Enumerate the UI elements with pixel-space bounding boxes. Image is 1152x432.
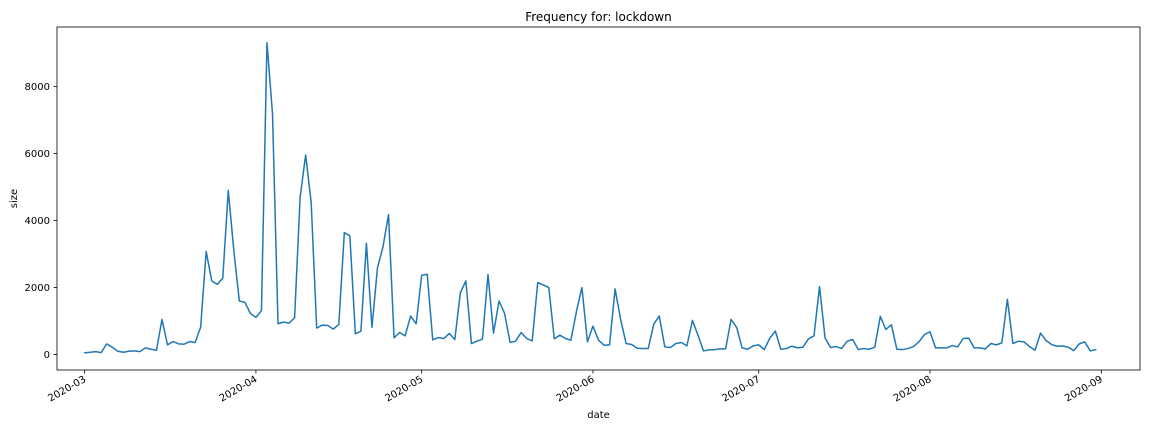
y-tick-label: 8000 [25,82,50,93]
x-axis-title: date [587,410,610,421]
y-axis-ticks: 0 2000 4000 6000 8000 [25,82,57,361]
chart-title: Frequency for: lockdown [525,10,672,24]
plot-area-frame [56,26,1141,371]
y-tick-label: 0 [44,350,50,361]
series-line [83,41,1097,354]
y-axis-title: size [9,189,20,208]
y-tick-label: 4000 [25,216,50,227]
y-tick-label: 6000 [25,149,50,160]
y-tick-label: 2000 [25,283,50,294]
